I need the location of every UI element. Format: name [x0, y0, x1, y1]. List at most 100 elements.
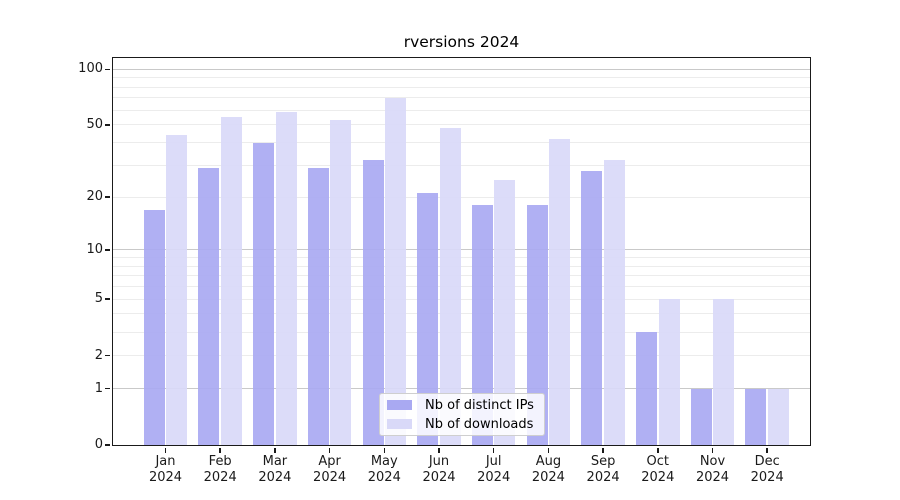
y-tick-0 [105, 444, 110, 446]
year-label: 2024 [313, 470, 347, 485]
gridline-y-5 [113, 298, 810, 300]
bar-nb-of-distinct-ips-apr [307, 168, 329, 445]
x-tick-aug [547, 448, 550, 453]
bar-nb-of-distinct-ips-aug [526, 205, 548, 445]
bar-nb-of-downloads-apr [330, 120, 352, 445]
bar-nb-of-distinct-ips-feb [198, 168, 220, 445]
legend-label: Nb of downloads [425, 416, 534, 432]
y-tick-20 [105, 196, 110, 198]
month-label: Dec [754, 454, 780, 469]
gridline-y-80 [113, 86, 810, 88]
bar-nb-of-downloads-dec [767, 388, 789, 445]
y-tick-1 [105, 387, 110, 390]
y-tick-label-20: 20 [86, 189, 103, 205]
legend-item-nb-of-downloads: Nb of downloads [380, 415, 544, 434]
gridline-y-3 [113, 331, 810, 333]
y-tick-50 [105, 124, 110, 126]
x-tick-label-aug: Aug 2024 [532, 454, 565, 486]
legend: Nb of distinct IPs Nb of downloads [379, 393, 545, 436]
bar-nb-of-downloads-nov [713, 299, 735, 445]
legend-label: Nb of distinct IPs [425, 397, 534, 413]
y-tick-100 [105, 68, 110, 71]
gridline-y-10 [113, 249, 810, 251]
gridline-y-100 [113, 68, 810, 70]
bar-nb-of-downloads-may [385, 97, 407, 445]
x-tick-sep [602, 448, 604, 453]
y-tick-label-5: 5 [94, 291, 103, 307]
year-label: 2024 [586, 470, 620, 485]
bar-nb-of-downloads-feb [220, 117, 242, 445]
bar-nb-of-distinct-ips-jun [417, 193, 439, 445]
gridline-y-40 [113, 142, 810, 144]
year-label: 2024 [531, 470, 565, 485]
chart-title: rversions 2024 [403, 33, 520, 51]
y-tick-label-10: 10 [86, 241, 103, 257]
y-tick-label-1: 1 [94, 380, 103, 396]
bar-nb-of-downloads-mar [275, 111, 297, 445]
month-label: Jan [155, 454, 176, 469]
bar-nb-of-downloads-jul [494, 179, 516, 445]
y-tick-5 [105, 298, 110, 300]
month-label: Sep [590, 454, 616, 469]
x-tick-label-apr: Apr 2024 [313, 454, 346, 486]
year-label: 2024 [367, 470, 401, 485]
year-label: 2024 [641, 470, 675, 485]
bar-nb-of-distinct-ips-nov [690, 388, 712, 445]
y-tick-label-100: 100 [78, 61, 103, 77]
year-label: 2024 [477, 470, 511, 485]
month-label: Nov [699, 454, 726, 469]
x-tick-feb [219, 448, 221, 453]
y-tick-10 [105, 249, 110, 251]
gridline-y-50 [113, 124, 810, 126]
month-label: Apr [318, 454, 341, 469]
x-tick-jun [438, 448, 440, 453]
month-label: Oct [646, 454, 670, 469]
bar-nb-of-distinct-ips-jul [471, 205, 493, 445]
gridline-y-1 [113, 388, 810, 390]
x-tick-label-feb: Feb 2024 [204, 454, 237, 486]
year-label: 2024 [695, 470, 730, 485]
year-label: 2024 [148, 470, 183, 485]
gridline-y-60 [113, 109, 810, 111]
bar-nb-of-downloads-jan [166, 135, 188, 445]
year-label: 2024 [258, 470, 292, 485]
bar-nb-of-downloads-oct [658, 299, 680, 445]
plot-area: 0 1 2 5 10 20 50 100 Jan 2024 Feb 2024 Mar 2024 Apr 202… [78, 58, 810, 485]
x-tick-label-dec: Dec 2024 [751, 454, 784, 486]
bar-nb-of-distinct-ips-oct [636, 332, 658, 445]
y-tick-label-50: 50 [86, 116, 103, 132]
y-tick-label-0: 0 [94, 437, 103, 452]
x-tick-label-may: May 2024 [368, 454, 401, 486]
x-tick-label-jul: Jul 2024 [477, 454, 510, 486]
legend-item-nb-of-distinct-ips: Nb of distinct IPs [380, 396, 544, 415]
month-label: Feb [208, 454, 232, 469]
plot-frame: 0 1 2 5 10 20 50 100 Jan 2024 Feb 2024 Mar 2024 Apr 202… [78, 57, 811, 485]
bar-nb-of-downloads-jun [439, 128, 461, 445]
gridline-y-20 [113, 196, 810, 198]
bar-nb-of-downloads-aug [549, 138, 571, 445]
gridline-y-2 [113, 355, 810, 357]
year-label: 2024 [422, 470, 456, 485]
bar-nb-of-distinct-ips-dec [745, 388, 767, 445]
bar-nb-of-distinct-ips-sep [581, 170, 603, 445]
x-tick-label-sep: Sep 2024 [587, 454, 620, 486]
y-tick-label-2: 2 [94, 347, 103, 363]
gridline-y-9 [113, 257, 810, 259]
bar-nb-of-distinct-ips-may [362, 160, 384, 445]
x-tick-label-jun: Jun 2024 [422, 454, 455, 486]
month-label: Jul [485, 454, 502, 469]
legend-swatch-icon [387, 419, 412, 429]
x-tick-apr [328, 448, 331, 453]
y-tick-2 [105, 354, 110, 357]
year-label: 2024 [203, 470, 237, 485]
x-tick-mar [274, 448, 276, 453]
month-label: May [370, 454, 398, 469]
x-tick-oct [657, 448, 659, 453]
bar-nb-of-distinct-ips-jan [143, 209, 165, 445]
gridline-y-4 [113, 313, 810, 315]
x-tick-jul [492, 448, 495, 453]
month-label: Aug [535, 454, 562, 469]
x-tick-nov [711, 448, 714, 453]
x-tick-label-oct: Oct 2024 [641, 454, 674, 486]
